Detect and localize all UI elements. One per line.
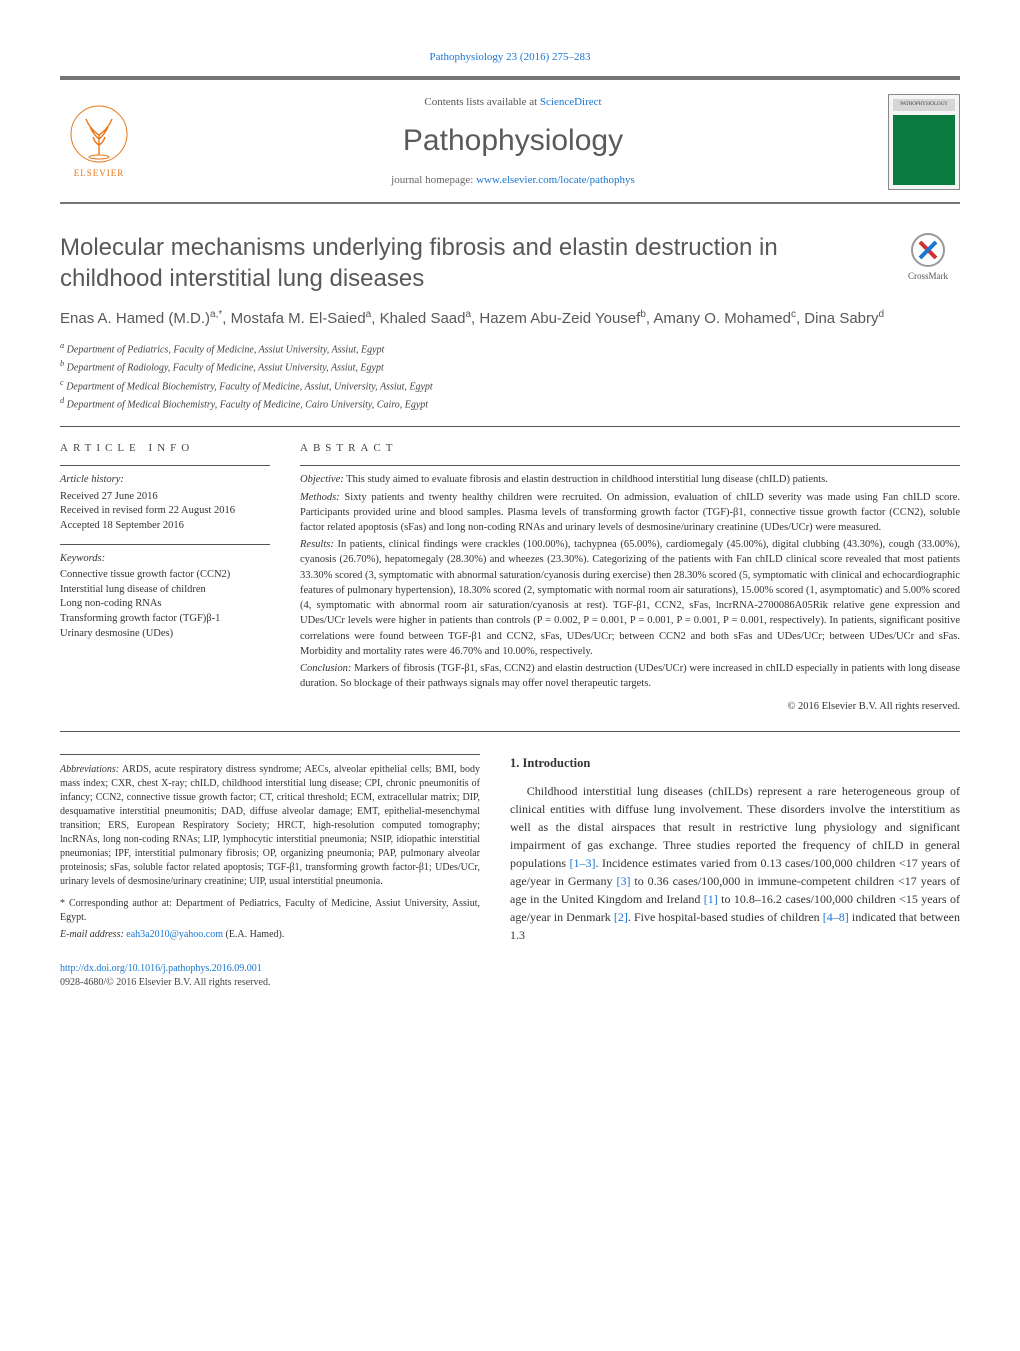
journal-header: ELSEVIER Contents lists available at Sci… bbox=[60, 76, 960, 204]
email-label: E-mail address: bbox=[60, 929, 124, 940]
affiliation-line: b Department of Radiology, Faculty of Me… bbox=[60, 358, 960, 375]
article-info-sidebar: ARTICLE INFO Article history: Received 2… bbox=[60, 441, 270, 714]
homepage-link[interactable]: www.elsevier.com/locate/pathophys bbox=[476, 174, 635, 186]
footnotes-column: Abbreviations: ARDS, acute respiratory d… bbox=[60, 754, 480, 944]
crossmark-badge[interactable]: CrossMark bbox=[896, 232, 960, 283]
keyword-line: Urinary desmosine (UDes) bbox=[60, 627, 270, 642]
affiliations: a Department of Pediatrics, Faculty of M… bbox=[60, 340, 960, 412]
crossmark-label: CrossMark bbox=[908, 270, 948, 283]
results-label: Results: bbox=[300, 539, 334, 550]
introduction-column: 1. Introduction Childhood interstitial l… bbox=[510, 754, 960, 944]
cover-title: PATHOPHYSIOLOGY bbox=[893, 99, 955, 111]
email-suffix: (E.A. Hamed). bbox=[223, 929, 284, 940]
ref-link[interactable]: [2] bbox=[614, 910, 628, 924]
correspondence-label: * Corresponding author at: bbox=[60, 898, 172, 909]
elsevier-logo: ELSEVIER bbox=[60, 99, 138, 185]
ref-link[interactable]: [1] bbox=[704, 892, 718, 906]
history-line: Accepted 18 September 2016 bbox=[60, 519, 270, 534]
keyword-line: Interstitial lung disease of children bbox=[60, 583, 270, 598]
ref-link[interactable]: [1–3] bbox=[569, 856, 595, 870]
ref-link[interactable]: [4–8] bbox=[823, 910, 849, 924]
affiliation-line: d Department of Medical Biochemistry, Fa… bbox=[60, 395, 960, 412]
methods-text: Sixty patients and twenty healthy childr… bbox=[300, 492, 960, 533]
copyright-line: © 2016 Elsevier B.V. All rights reserved… bbox=[300, 699, 960, 714]
keyword-line: Connective tissue growth factor (CCN2) bbox=[60, 568, 270, 583]
page-footer: http://dx.doi.org/10.1016/j.pathophys.20… bbox=[60, 962, 960, 991]
intro-paragraph: Childhood interstitial lung diseases (ch… bbox=[510, 782, 960, 944]
separator bbox=[60, 426, 960, 427]
journal-cover-thumb: PATHOPHYSIOLOGY bbox=[888, 94, 960, 190]
crossmark-icon bbox=[910, 232, 946, 268]
objective-text: This study aimed to evaluate fibrosis an… bbox=[344, 474, 828, 485]
separator bbox=[60, 731, 960, 732]
history-heading: Article history: bbox=[60, 472, 270, 487]
abstract-section: ABSTRACT Objective: This study aimed to … bbox=[300, 441, 960, 714]
results-text: In patients, clinical findings were crac… bbox=[300, 539, 960, 657]
authors-list: Enas A. Hamed (M.D.)a,*, Mostafa M. El-S… bbox=[60, 308, 960, 330]
contents-available: Contents lists available at ScienceDirec… bbox=[156, 95, 870, 111]
abbrev-label: Abbreviations: bbox=[60, 764, 119, 775]
author-email-link[interactable]: eah3a2010@yahoo.com bbox=[126, 929, 223, 940]
article-title: Molecular mechanisms underlying fibrosis… bbox=[60, 232, 882, 294]
section-heading-intro: 1. Introduction bbox=[510, 754, 960, 772]
affiliation-line: c Department of Medical Biochemistry, Fa… bbox=[60, 377, 960, 394]
conclusion-label: Conclusion: bbox=[300, 663, 351, 674]
ref-link[interactable]: [3] bbox=[616, 874, 630, 888]
history-line: Received in revised form 22 August 2016 bbox=[60, 504, 270, 519]
sciencedirect-link[interactable]: ScienceDirect bbox=[540, 96, 602, 108]
abbreviations-text: ARDS, acute respiratory distress syndrom… bbox=[60, 764, 480, 887]
affiliation-line: a Department of Pediatrics, Faculty of M… bbox=[60, 340, 960, 357]
journal-homepage: journal homepage: www.elsevier.com/locat… bbox=[156, 173, 870, 189]
issn-copyright: 0928-4680/© 2016 Elsevier B.V. All right… bbox=[60, 977, 270, 988]
citation-line: Pathophysiology 23 (2016) 275–283 bbox=[60, 50, 960, 66]
journal-name: Pathophysiology bbox=[156, 119, 870, 163]
conclusion-text: Markers of fibrosis (TGF-β1, sFas, CCN2)… bbox=[300, 663, 960, 689]
elsevier-tree-icon bbox=[68, 103, 130, 165]
doi-link[interactable]: http://dx.doi.org/10.1016/j.pathophys.20… bbox=[60, 963, 262, 974]
elsevier-label: ELSEVIER bbox=[74, 167, 125, 180]
keyword-line: Long non-coding RNAs bbox=[60, 597, 270, 612]
history-line: Received 27 June 2016 bbox=[60, 490, 270, 505]
article-info-heading: ARTICLE INFO bbox=[60, 441, 270, 457]
keywords-heading: Keywords: bbox=[60, 551, 270, 566]
abstract-heading: ABSTRACT bbox=[300, 441, 960, 457]
keyword-line: Transforming growth factor (TGF)β-1 bbox=[60, 612, 270, 627]
objective-label: Objective: bbox=[300, 474, 344, 485]
methods-label: Methods: bbox=[300, 492, 340, 503]
